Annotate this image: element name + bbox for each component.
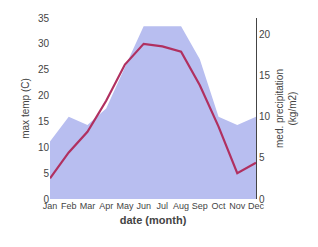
svg-text:35: 35: [38, 13, 50, 24]
svg-text:med. precipitation(kg/m2): med. precipitation(kg/m2): [274, 69, 298, 148]
svg-text:20: 20: [38, 90, 50, 101]
svg-text:0: 0: [43, 194, 49, 205]
svg-text:10: 10: [38, 142, 50, 153]
svg-text:Oct: Oct: [212, 201, 227, 211]
svg-text:Jan: Jan: [43, 201, 58, 211]
svg-text:Feb: Feb: [61, 201, 77, 211]
svg-text:Sep: Sep: [192, 201, 208, 211]
svg-text:15: 15: [259, 70, 271, 81]
svg-text:Nov: Nov: [229, 201, 246, 211]
svg-text:Jul: Jul: [157, 201, 169, 211]
svg-text:date (month): date (month): [120, 214, 187, 226]
svg-text:Apr: Apr: [99, 201, 113, 211]
svg-text:5: 5: [43, 168, 49, 179]
svg-text:10: 10: [259, 111, 271, 122]
svg-text:max temp (C): max temp (C): [20, 78, 31, 139]
svg-text:Jun: Jun: [136, 201, 151, 211]
svg-text:25: 25: [38, 64, 50, 75]
svg-text:Aug: Aug: [173, 201, 189, 211]
svg-text:May: May: [116, 201, 134, 211]
svg-text:20: 20: [259, 29, 271, 40]
svg-text:5: 5: [259, 152, 265, 163]
svg-text:0: 0: [259, 194, 265, 205]
svg-text:Mar: Mar: [80, 201, 96, 211]
svg-text:30: 30: [38, 38, 50, 49]
svg-text:Dec: Dec: [248, 201, 265, 211]
svg-text:15: 15: [38, 116, 50, 127]
